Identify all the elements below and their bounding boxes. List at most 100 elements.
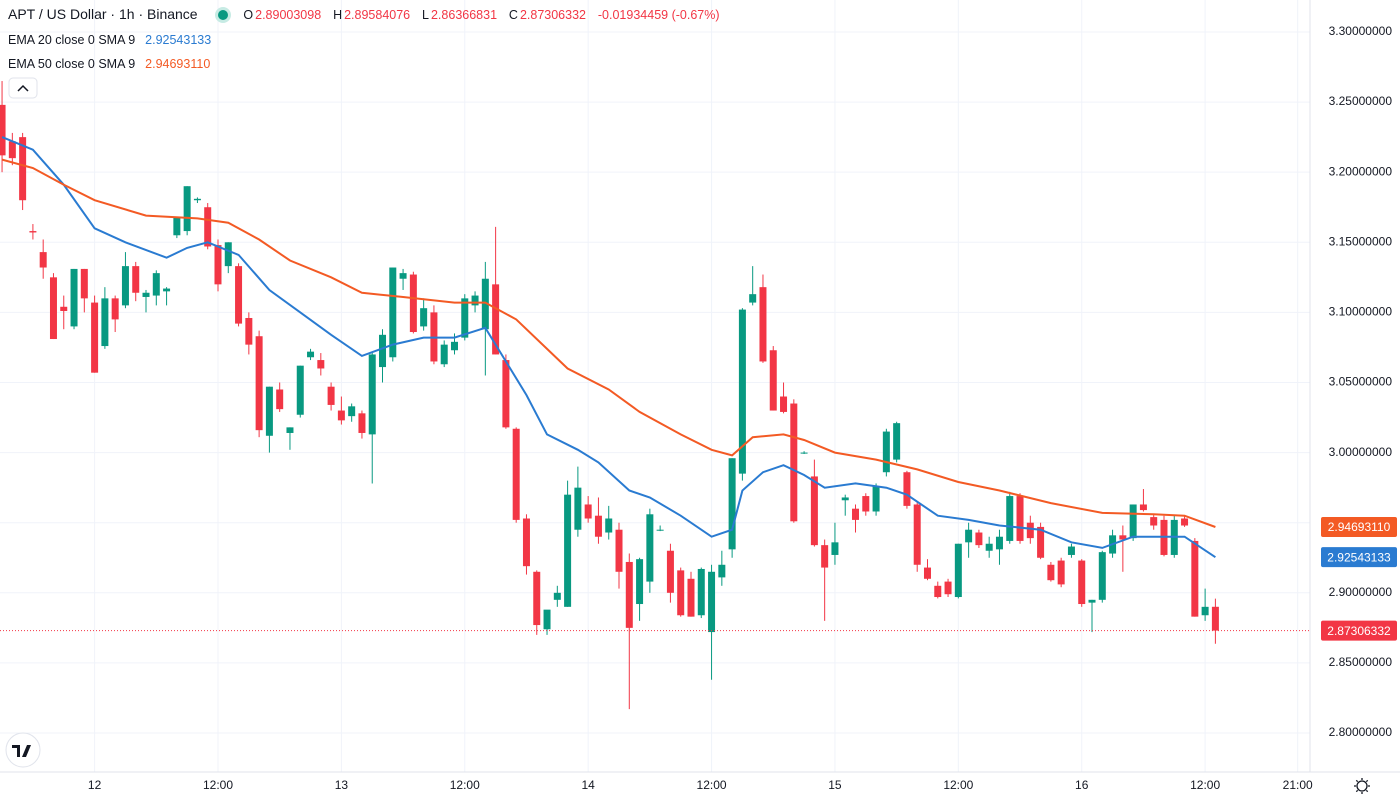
price-tag xyxy=(1321,620,1397,641)
candle-body xyxy=(564,494,572,607)
candle-body xyxy=(337,410,345,421)
x-tick-label: 16 xyxy=(1075,778,1089,792)
x-tick-label: 12:00 xyxy=(1190,778,1220,792)
candle-body xyxy=(718,564,726,578)
candle-body xyxy=(101,298,109,347)
y-tick-label: 3.30000000 xyxy=(1329,24,1393,38)
candle-body xyxy=(29,231,37,233)
candle-body xyxy=(307,351,315,358)
grid xyxy=(0,0,1310,772)
ema-line xyxy=(1,158,1216,528)
candle-body xyxy=(358,413,366,433)
ohlc-low: 2.86366831 xyxy=(430,8,498,22)
candle-body xyxy=(255,336,263,431)
candle-body xyxy=(60,306,68,311)
candle-body xyxy=(985,543,993,551)
x-tick-label: 21:00 xyxy=(1283,778,1313,792)
candle-body xyxy=(379,334,387,368)
candle-body xyxy=(1201,606,1209,616)
legend-name: EMA 20 close 0 SMA 9 xyxy=(8,33,136,47)
candle-body xyxy=(841,497,849,501)
candle-body xyxy=(605,518,613,533)
candle-body xyxy=(481,278,489,330)
candle-body xyxy=(183,186,191,232)
candle-body xyxy=(656,529,664,531)
candle-body xyxy=(440,344,448,365)
candle-body xyxy=(615,529,623,572)
candle-body xyxy=(728,458,736,550)
candle-body xyxy=(923,567,931,579)
candle-body xyxy=(522,518,530,567)
candle-body xyxy=(420,308,428,327)
candle-body xyxy=(70,268,78,327)
candle-body xyxy=(245,317,253,345)
candle-body xyxy=(1150,517,1158,526)
candle-body xyxy=(1191,540,1199,617)
ohlc-close-label: C xyxy=(508,8,518,22)
candle-body xyxy=(111,298,119,320)
legend-value: 2.92543133 xyxy=(145,33,212,47)
candle-body xyxy=(831,542,839,555)
candle-body xyxy=(1047,564,1055,581)
candle-body xyxy=(574,487,582,530)
y-tick-label: 2.80000000 xyxy=(1329,725,1393,739)
settings-icon[interactable] xyxy=(1354,778,1370,794)
time-axis-bg xyxy=(0,772,1400,800)
x-tick-label: 12 xyxy=(88,778,102,792)
candle-body xyxy=(1006,496,1014,541)
candle-body xyxy=(1016,496,1024,541)
legend-value: 2.94693110 xyxy=(145,57,211,71)
ohlc-close: 2.87306332 xyxy=(519,8,586,22)
candle-body xyxy=(409,274,417,333)
candle-body xyxy=(872,486,880,512)
candle-body xyxy=(893,423,901,460)
candle-body xyxy=(19,137,27,201)
logo[interactable] xyxy=(5,732,41,768)
candle-body xyxy=(1139,504,1147,511)
x-tick-label: 12:00 xyxy=(450,778,480,792)
candle-body xyxy=(1181,518,1189,526)
collapse-button[interactable] xyxy=(8,77,38,99)
y-tick-label: 3.20000000 xyxy=(1329,164,1393,178)
candle-body xyxy=(214,245,222,285)
candle-body xyxy=(934,585,942,598)
candle-body xyxy=(1098,552,1106,600)
ohlc-high: 2.89584076 xyxy=(344,8,411,22)
candle-body xyxy=(193,198,201,201)
price-tag xyxy=(1321,547,1397,568)
candle-body xyxy=(461,298,469,338)
candle-body xyxy=(399,273,407,279)
y-tick-label: 3.05000000 xyxy=(1329,375,1393,389)
x-tick-label: 14 xyxy=(581,778,595,792)
legend-name: EMA 50 close 0 SMA 9 xyxy=(8,57,136,71)
candle-body xyxy=(821,545,829,568)
candle-body xyxy=(348,406,356,417)
candle-body xyxy=(1078,560,1086,605)
candle-body xyxy=(1067,546,1075,555)
candle-body xyxy=(882,431,890,473)
y-tick-label: 3.15000000 xyxy=(1329,234,1393,248)
plot xyxy=(0,81,1219,710)
candle-body xyxy=(1119,535,1127,540)
ohlc-open-label: O xyxy=(243,8,254,22)
candle-body xyxy=(8,141,16,159)
candle-body xyxy=(687,578,695,617)
price-tag-label: 2.87306332 xyxy=(1327,624,1391,638)
candle-body xyxy=(975,532,983,546)
y-tick-label: 3.00000000 xyxy=(1329,445,1393,459)
candle-body xyxy=(265,386,273,436)
candle-body xyxy=(677,570,685,616)
ohlc-open: 2.89003098 xyxy=(255,8,322,22)
candle-body xyxy=(389,267,397,358)
candle-body xyxy=(790,403,798,522)
candle-body xyxy=(903,472,911,506)
candle-body xyxy=(584,504,592,519)
x-tick-label: 12:00 xyxy=(943,778,973,792)
candle-body xyxy=(1211,606,1219,631)
candle-body xyxy=(1026,522,1034,539)
candle-body xyxy=(1037,526,1045,558)
candle-body xyxy=(163,288,171,292)
candle-body xyxy=(173,217,181,236)
candle-body xyxy=(738,309,746,474)
